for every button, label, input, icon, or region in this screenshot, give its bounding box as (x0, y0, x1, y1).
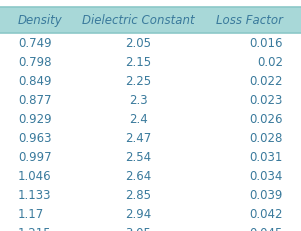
Text: 0.031: 0.031 (250, 150, 283, 163)
Text: Dielectric Constant: Dielectric Constant (82, 14, 195, 27)
Text: 0.045: 0.045 (250, 226, 283, 231)
Text: 2.15: 2.15 (126, 55, 151, 68)
Text: 0.877: 0.877 (18, 93, 51, 106)
Text: 2.4: 2.4 (129, 112, 148, 125)
Text: 2.05: 2.05 (126, 36, 151, 49)
Text: 1.046: 1.046 (18, 169, 52, 182)
Text: 0.963: 0.963 (18, 131, 51, 144)
Text: 0.026: 0.026 (250, 112, 283, 125)
Text: 2.3: 2.3 (129, 93, 148, 106)
Text: 1.215: 1.215 (18, 226, 52, 231)
Text: 0.929: 0.929 (18, 112, 52, 125)
Text: 0.023: 0.023 (250, 93, 283, 106)
Text: Density: Density (18, 14, 63, 27)
Text: 2.94: 2.94 (125, 207, 152, 220)
Text: 0.039: 0.039 (250, 188, 283, 201)
Text: 1.17: 1.17 (18, 207, 44, 220)
Text: 2.54: 2.54 (126, 150, 151, 163)
Text: 0.02: 0.02 (257, 55, 283, 68)
Text: 2.64: 2.64 (125, 169, 152, 182)
Text: 2.25: 2.25 (126, 74, 151, 87)
Text: 3.05: 3.05 (126, 226, 151, 231)
Text: Loss Factor: Loss Factor (216, 14, 283, 27)
Text: 0.042: 0.042 (250, 207, 283, 220)
Text: 0.028: 0.028 (250, 131, 283, 144)
Text: 0.016: 0.016 (250, 36, 283, 49)
Text: 1.133: 1.133 (18, 188, 51, 201)
Text: 2.85: 2.85 (126, 188, 151, 201)
Text: 0.034: 0.034 (250, 169, 283, 182)
Text: 0.997: 0.997 (18, 150, 52, 163)
FancyBboxPatch shape (0, 8, 301, 33)
Text: 0.022: 0.022 (250, 74, 283, 87)
Text: 0.849: 0.849 (18, 74, 51, 87)
Text: 0.749: 0.749 (18, 36, 52, 49)
Text: 2.47: 2.47 (125, 131, 152, 144)
Text: 0.798: 0.798 (18, 55, 51, 68)
